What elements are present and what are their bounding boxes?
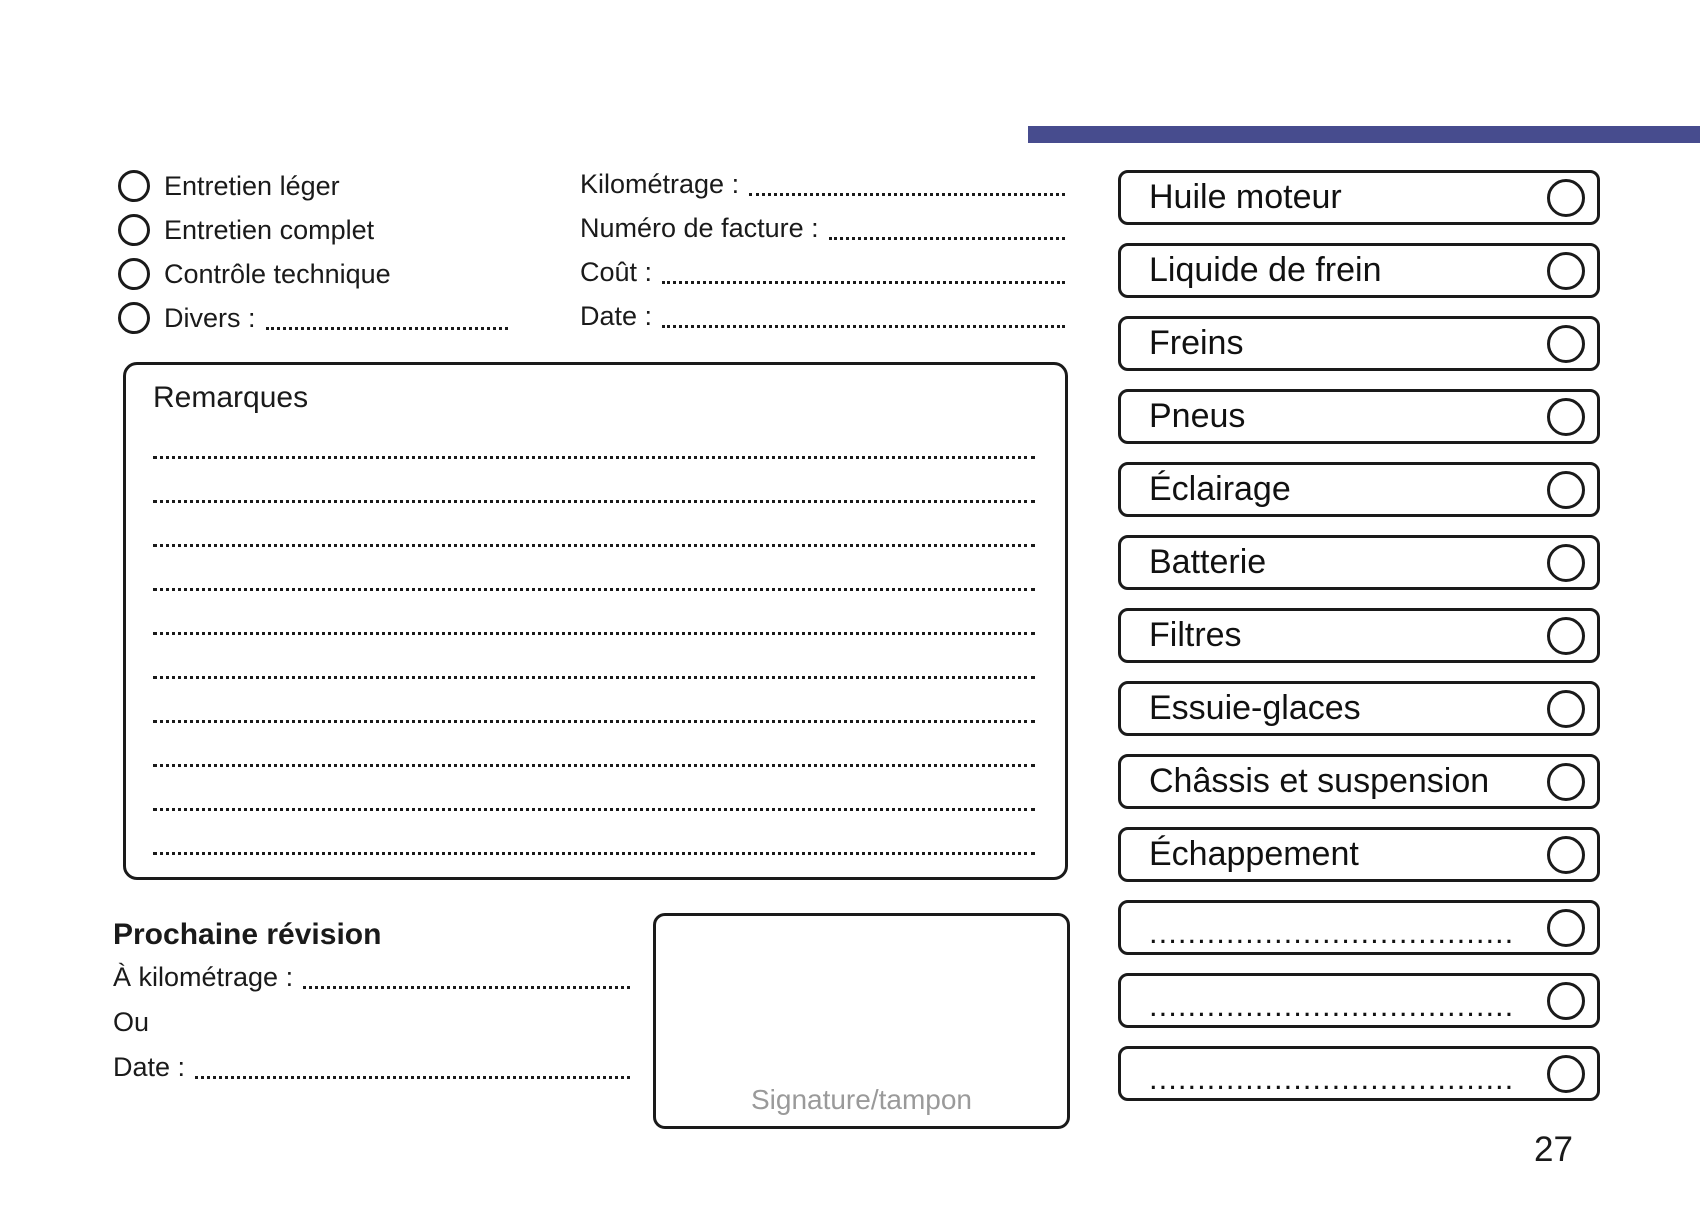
next-service-section: Prochaine révision À kilométrage : Ou Da… (113, 916, 630, 1089)
checklist-item-label: Châssis et suspension (1149, 762, 1490, 800)
fill-in-line[interactable] (749, 193, 1065, 196)
field-label: À kilométrage : (113, 961, 294, 992)
service-type-label: Entretien complet (164, 214, 375, 245)
page-number: 27 (1534, 1130, 1573, 1169)
field-label: Coût : (580, 256, 653, 287)
checklist-item-blank: ...................................... (1118, 1046, 1600, 1101)
service-type-label: Divers : (164, 302, 256, 333)
fill-in-line[interactable] (195, 1076, 630, 1079)
remarks-title: Remarques (153, 381, 309, 414)
fill-in-line[interactable]: ...................................... (1149, 1060, 1515, 1096)
checklist-item-blank: ...................................... (1118, 973, 1600, 1028)
field-next-date: Date : (113, 1045, 630, 1089)
remarks-line[interactable] (153, 723, 1035, 767)
fill-in-line[interactable] (828, 237, 1065, 240)
remarks-line[interactable] (153, 459, 1035, 503)
remarks-line[interactable] (153, 811, 1035, 855)
checklist-item-batterie: Batterie (1118, 535, 1600, 590)
remarks-line[interactable] (153, 415, 1035, 459)
next-service-title: Prochaine révision (113, 918, 382, 951)
invoice-fields: Kilométrage : Numéro de facture : Coût :… (580, 162, 1065, 338)
checklist-item-eclairage: Éclairage (1118, 462, 1600, 517)
remarks-line[interactable] (153, 503, 1035, 547)
check-circle[interactable] (1547, 616, 1585, 655)
checklist-item-label: Freins (1149, 324, 1244, 362)
fill-in-line[interactable]: ...................................... (1149, 914, 1515, 950)
check-circle[interactable] (1547, 324, 1585, 363)
checklist-item-essuie-glaces: Essuie-glaces (1118, 681, 1600, 736)
field-numero-de-facture: Numéro de facture : (580, 206, 1065, 250)
check-circle[interactable] (1547, 689, 1585, 728)
field-label: Kilométrage : (580, 168, 740, 199)
fill-in-line[interactable] (662, 281, 1065, 284)
service-type-options: Entretien léger Entretien complet Contrô… (118, 164, 508, 340)
service-type-option-controle-technique: Contrôle technique (118, 252, 508, 296)
field-kilometrage: Kilométrage : (580, 162, 1065, 206)
field-label: Ou (113, 1006, 150, 1037)
radio-circle[interactable] (118, 258, 150, 290)
service-type-option-entretien-leger: Entretien léger (118, 164, 508, 208)
fill-in-line[interactable] (662, 325, 1065, 328)
checklist-item-label: Pneus (1149, 397, 1246, 435)
checklist-item-huile-moteur: Huile moteur (1118, 170, 1600, 225)
radio-circle[interactable] (118, 214, 150, 246)
radio-circle[interactable] (118, 170, 150, 202)
remarks-line[interactable] (153, 679, 1035, 723)
check-circle[interactable] (1547, 762, 1585, 801)
checklist-item-blank: ...................................... (1118, 900, 1600, 955)
checklist-item-pneus: Pneus (1118, 389, 1600, 444)
checklist-item-label: Huile moteur (1149, 178, 1342, 216)
checklist-item-filtres: Filtres (1118, 608, 1600, 663)
checklist-item-label: Batterie (1149, 543, 1267, 581)
fill-in-line[interactable]: ...................................... (1149, 987, 1515, 1023)
check-circle[interactable] (1547, 835, 1585, 874)
check-circle[interactable] (1547, 178, 1585, 217)
remarks-line[interactable] (153, 591, 1035, 635)
remarks-line[interactable] (153, 767, 1035, 811)
check-circle[interactable] (1547, 981, 1585, 1020)
service-type-label: Contrôle technique (164, 258, 391, 289)
signature-box[interactable]: Signature/tampon (653, 913, 1070, 1129)
checklist-item-label: Éclairage (1149, 470, 1291, 508)
checklist-item-echappement: Échappement (1118, 827, 1600, 882)
checklist-item-freins: Freins (1118, 316, 1600, 371)
checklist-item-label: Liquide de frein (1149, 251, 1382, 289)
service-type-option-divers: Divers : (118, 296, 508, 340)
checklist-item-liquide-de-frein: Liquide de frein (1118, 243, 1600, 298)
accent-bar (1028, 126, 1700, 143)
check-circle[interactable] (1547, 470, 1585, 509)
check-circle[interactable] (1547, 251, 1585, 290)
check-circle[interactable] (1547, 908, 1585, 947)
field-label: Date : (580, 300, 653, 331)
radio-circle[interactable] (118, 302, 150, 334)
remarks-line[interactable] (153, 635, 1035, 679)
field-label: Date : (113, 1051, 186, 1082)
check-circle[interactable] (1547, 397, 1585, 436)
checklist-item-label: Échappement (1149, 835, 1359, 873)
fill-in-line[interactable] (303, 986, 630, 989)
remarks-line[interactable] (153, 547, 1035, 591)
check-circle[interactable] (1547, 1054, 1585, 1093)
service-type-option-entretien-complet: Entretien complet (118, 208, 508, 252)
check-circle[interactable] (1547, 543, 1585, 582)
service-type-label: Entretien léger (164, 170, 340, 201)
checklist: Huile moteur Liquide de frein Freins Pne… (1118, 170, 1600, 1119)
checklist-item-label: Essuie-glaces (1149, 689, 1361, 727)
checklist-item-chassis-et-suspension: Châssis et suspension (1118, 754, 1600, 809)
field-a-kilometrage: À kilométrage : (113, 955, 630, 999)
field-label: Numéro de facture : (580, 212, 819, 243)
field-cout: Coût : (580, 250, 1065, 294)
signature-label: Signature/tampon (750, 1084, 973, 1115)
next-service-ou: Ou (113, 1000, 630, 1044)
fill-in-line[interactable] (265, 327, 508, 330)
field-date: Date : (580, 294, 1065, 338)
remarks-box: Remarques (123, 362, 1068, 880)
checklist-item-label: Filtres (1149, 616, 1242, 654)
